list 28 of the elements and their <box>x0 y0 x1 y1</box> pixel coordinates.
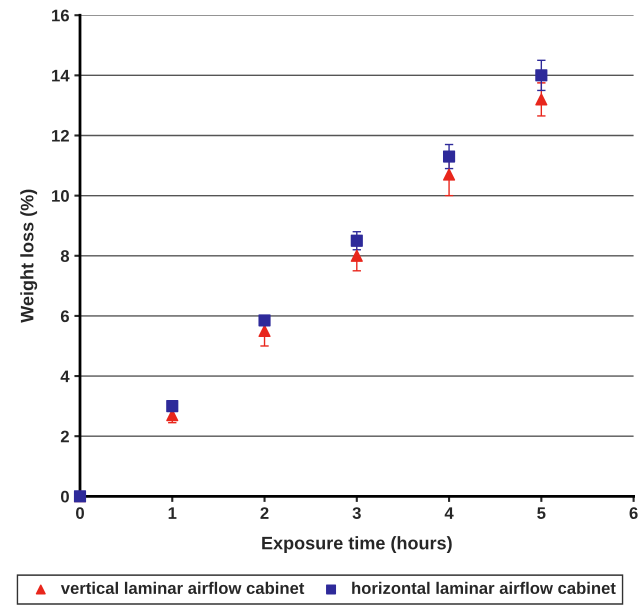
y-tick-label: 0 <box>60 490 69 503</box>
x-tick-label: 4 <box>444 507 454 519</box>
x-axis-title: Exposure time (hours) <box>262 536 452 554</box>
y-tick-label: 4 <box>60 370 70 382</box>
point <box>350 250 363 262</box>
y-tick-label: 16 <box>52 10 69 22</box>
legend-label: vertical laminar airflow cabinet <box>60 582 304 594</box>
point <box>535 93 548 106</box>
y-tick-label: 6 <box>60 310 69 322</box>
x-tick-label: 3 <box>352 507 361 520</box>
x-tick-label: 2 <box>260 507 268 519</box>
point <box>350 234 363 247</box>
point <box>442 168 456 181</box>
legend-label: horizontal laminar airflow cabinet <box>352 582 616 594</box>
y-tick-label: 14 <box>52 70 70 82</box>
x-tick-label: 1 <box>168 507 176 519</box>
x-tick-label: 6 <box>630 507 638 519</box>
y-tick-label: 8 <box>60 250 70 262</box>
y-axis-title: Weight loss (%) <box>20 190 38 323</box>
y-tick-label: 10 <box>52 190 69 202</box>
point <box>535 69 548 82</box>
point <box>166 400 178 412</box>
y-tick-label: 12 <box>52 130 69 142</box>
point <box>258 314 271 327</box>
x-tick-label: 5 <box>537 507 546 519</box>
x-tick-label: 0 <box>76 507 84 519</box>
point <box>442 150 456 163</box>
y-tick-label: 2 <box>60 430 69 442</box>
